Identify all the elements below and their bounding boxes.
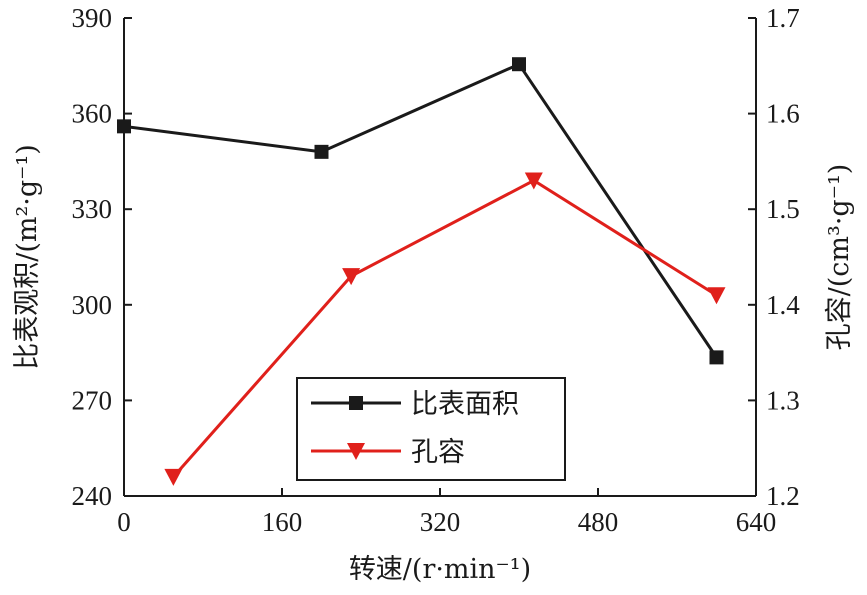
data-point-square (512, 57, 526, 72)
y-tick-label: 300 (72, 290, 113, 320)
series-layer (117, 57, 726, 486)
x-tick-label: 320 (420, 507, 461, 537)
data-point-square (314, 144, 329, 159)
x-tick-label: 160 (262, 507, 303, 537)
legend-label: 孔容 (411, 437, 465, 468)
data-point-triangle (524, 172, 543, 190)
y2-tick-label: 1.4 (766, 290, 800, 320)
legend-box (296, 377, 566, 481)
legend-item: 孔容 (311, 437, 465, 468)
y2-tick-label: 1.3 (766, 385, 800, 415)
y-tick-label: 270 (72, 385, 113, 415)
legend-item: 比表面积 (311, 389, 519, 420)
legend-marker-triangle (347, 443, 365, 460)
y2-tick-label: 1.7 (766, 3, 800, 33)
x-tick-label: 640 (736, 507, 777, 537)
x-axis-title: 转速/(r·min⁻¹) (349, 554, 531, 585)
legend-label: 比表面积 (411, 389, 519, 420)
y-tick-label: 360 (72, 99, 113, 129)
y2-tick-label: 1.2 (766, 481, 800, 511)
y-axis-left-title: 比表观积/(m²·g⁻¹) (12, 144, 43, 370)
y2-tick-label: 1.6 (766, 99, 800, 129)
y-tick-label: 330 (72, 194, 113, 224)
series-pore-volume (164, 172, 726, 486)
series-line (172, 178, 718, 478)
x-tick-label: 480 (578, 507, 619, 537)
legend-marker-square (349, 396, 363, 410)
series-surface-area (117, 57, 724, 365)
data-point-square (709, 350, 724, 365)
axis-titles: 转速/(r·min⁻¹) 比表观积/(m²·g⁻¹) 孔容/(cm³·g⁻¹) (12, 144, 855, 585)
y2-tick-label: 1.5 (766, 194, 800, 224)
data-point-triangle (164, 468, 183, 486)
data-point-triangle (342, 268, 361, 286)
ticks: 0 160 320 480 640 240 270 300 330 360 390 1.2 1.3 1.4… (72, 3, 801, 537)
y-axis-right-title: 孔容/(cm³·g⁻¹) (824, 164, 855, 351)
data-point-triangle (707, 287, 726, 305)
y-tick-label: 240 (72, 481, 113, 511)
y-tick-label: 390 (72, 3, 113, 33)
series-line (123, 62, 718, 359)
data-point-square (117, 119, 131, 134)
x-tick-label: 0 (117, 507, 131, 537)
